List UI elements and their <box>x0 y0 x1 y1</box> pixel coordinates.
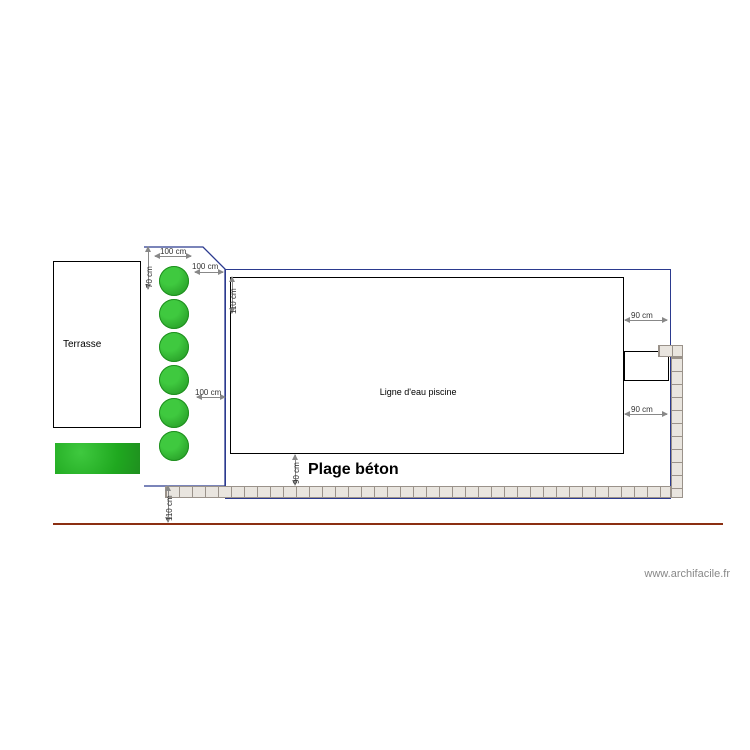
dim-label-0: 70 cm <box>145 266 154 288</box>
hedge <box>55 443 140 474</box>
plage-label: Plage béton <box>308 461 399 479</box>
dim-arrow-1 <box>155 256 191 257</box>
bush-5 <box>159 431 189 461</box>
dim-label-6: 90 cm <box>631 405 653 414</box>
bush-0 <box>159 266 189 296</box>
dim-arrow-5 <box>625 320 667 321</box>
pool <box>230 277 624 454</box>
bush-3 <box>159 365 189 395</box>
dim-arrow-2 <box>195 272 223 273</box>
dim-arrow-6 <box>625 414 667 415</box>
dim-label-1: 100 cm <box>160 247 186 256</box>
dim-arrow-4 <box>197 397 225 398</box>
brick-path-bottom <box>165 486 671 498</box>
dim-label-8: 110 cm <box>165 495 174 521</box>
dim-label-7: 90 cm <box>292 462 301 484</box>
bush-2 <box>159 332 189 362</box>
dim-label-5: 90 cm <box>631 311 653 320</box>
brick-path-right <box>671 357 683 498</box>
dim-label-2: 100 cm <box>192 262 218 271</box>
dim-label-3: 110 cm <box>229 288 238 314</box>
bush-4 <box>159 398 189 428</box>
watermark: www.archifacile.fr <box>644 568 730 580</box>
terrasse-label: Terrasse <box>63 339 101 350</box>
dim-label-4: 100 cm <box>195 388 221 397</box>
pool-label: Ligne d'eau piscine <box>380 387 457 397</box>
floorplan-canvas: Terrasse Ligne d'eau piscine Plage béton 70… <box>0 0 750 750</box>
brick-path-top <box>658 345 683 357</box>
bush-1 <box>159 299 189 329</box>
